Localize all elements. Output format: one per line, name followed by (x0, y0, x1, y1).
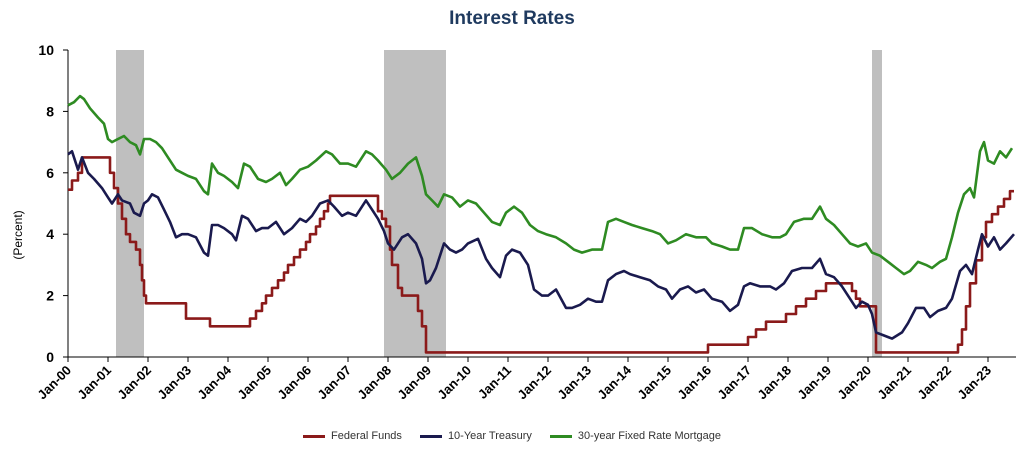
y-tick-label: 4 (46, 226, 54, 242)
x-tick-label: Jan-16 (674, 363, 714, 403)
legend-label: Federal Funds (331, 430, 402, 442)
series-line-2 (67, 94, 1014, 276)
legend: Federal Funds 10-Year Treasury 30-year Fix… (0, 430, 1024, 442)
y-tick-label: 10 (38, 42, 54, 58)
legend-item: Federal Funds (303, 430, 402, 442)
x-tick-label: Jan-03 (154, 363, 194, 403)
x-tick-label: Jan-00 (34, 363, 74, 403)
y-tick-label: 6 (46, 165, 54, 181)
x-tick-label: Jan-09 (394, 363, 434, 403)
series-line-1 (67, 150, 1015, 340)
chart-title: Interest Rates (449, 8, 575, 29)
legend-swatch (549, 434, 572, 438)
y-tick-label: 8 (46, 103, 54, 119)
legend-swatch (303, 434, 325, 438)
x-tick-label: Jan-18 (754, 363, 794, 403)
x-tick-label: Jan-13 (554, 363, 594, 403)
x-tick-label: Jan-22 (914, 363, 954, 403)
x-tick-label: Jan-12 (514, 363, 554, 403)
legend-label: 10-Year Treasury (447, 430, 532, 442)
y-tick-label: 0 (46, 349, 54, 365)
legend-item: 10-Year Treasury (419, 430, 532, 442)
x-tick-label: Jan-01 (74, 363, 114, 403)
x-tick-label: Jan-08 (354, 363, 394, 403)
legend-swatch (419, 434, 442, 438)
x-tick-label: Jan-20 (834, 363, 874, 403)
legend-item: 30-year Fixed Rate Mortgage (549, 430, 721, 442)
legend-label: 30-year Fixed Rate Mortgage (577, 430, 721, 442)
recession-band-2 (872, 50, 882, 357)
y-tick-label: 2 (46, 288, 54, 304)
x-tick-label: Jan-21 (874, 363, 914, 403)
x-tick-label: Jan-05 (234, 363, 274, 403)
x-tick-label: Jan-14 (594, 362, 634, 402)
series-line-0 (68, 156, 1014, 354)
x-tick-label: Jan-02 (114, 363, 154, 403)
x-tick-label: Jan-15 (634, 363, 674, 403)
x-tick-label: Jan-17 (714, 363, 754, 403)
x-tick-label: Jan-10 (434, 363, 474, 403)
x-tick-label: Jan-07 (314, 363, 354, 403)
x-tick-label: Jan-23 (954, 363, 994, 403)
x-tick-label: Jan-19 (794, 363, 834, 403)
x-tick-label: Jan-11 (475, 363, 514, 402)
x-tick-label: Jan-06 (274, 363, 314, 403)
x-tick-label: Jan-04 (194, 362, 234, 402)
